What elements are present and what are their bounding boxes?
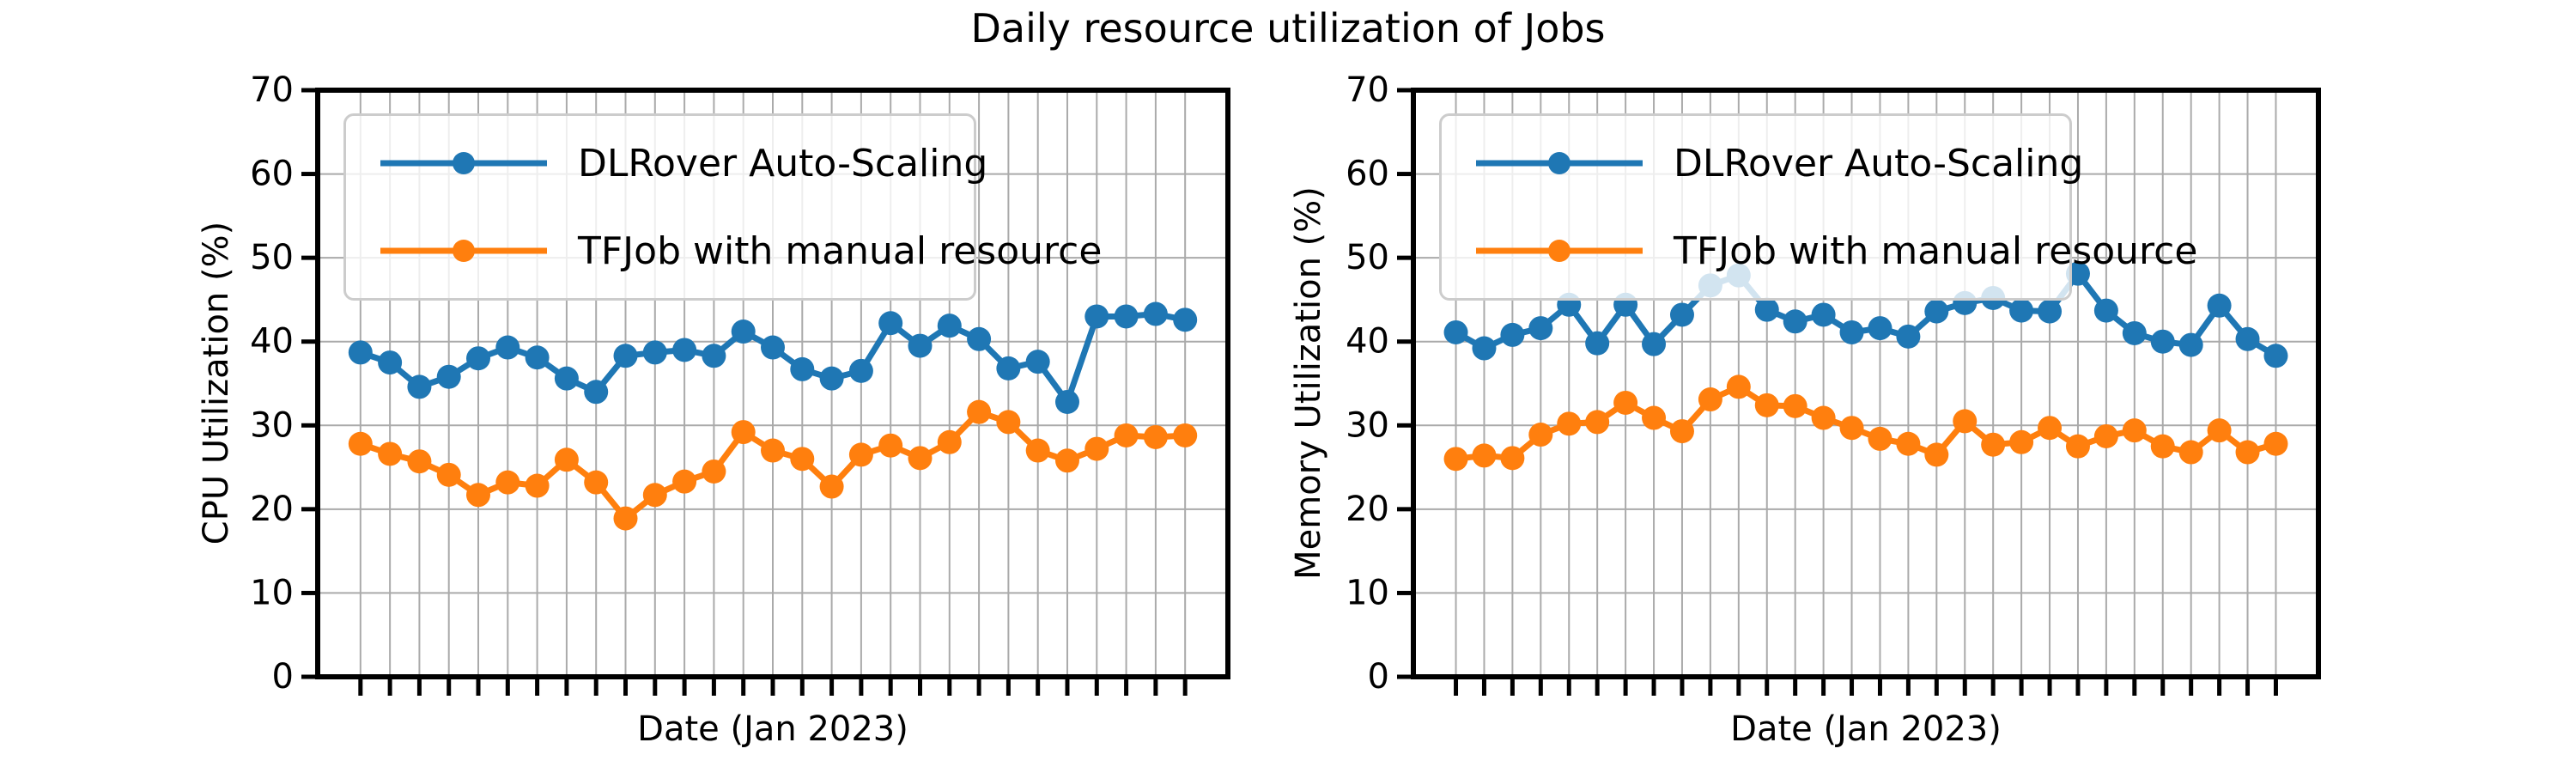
y-tick-label: 50: [250, 238, 294, 277]
y-tick-label: 70: [250, 70, 294, 110]
y-axis-label-memory: Memory Utilization (%): [1289, 186, 1328, 580]
y-tick-label: 40: [250, 322, 294, 362]
y-tick-label: 0: [272, 657, 294, 697]
legend-label: DLRover Auto-Scaling: [578, 141, 988, 186]
legend-sample-line: [380, 152, 547, 174]
legend-sample-line: [1476, 152, 1643, 174]
figure-title: Daily resource utilization of Jobs: [970, 5, 1606, 52]
legend-sample-line: [1476, 240, 1643, 262]
y-tick-label: 60: [250, 155, 294, 194]
legend-left: DLRover Auto-Scaling TFJob with manual r…: [343, 113, 1102, 301]
y-tick-label: 30: [1346, 405, 1389, 445]
legend-label: DLRover Auto-Scaling: [1674, 141, 2084, 186]
y-tick-label: 10: [1346, 573, 1389, 612]
y-tick-label: 40: [1346, 322, 1389, 362]
x-axis-label-left: Date (Jan 2023): [637, 709, 908, 749]
y-tick-label: 50: [1346, 238, 1389, 277]
y-tick-label: 10: [250, 573, 294, 612]
y-tick-label: 60: [1346, 155, 1389, 194]
y-tick-label: 20: [250, 490, 294, 529]
legend-right: DLRover Auto-Scaling TFJob with manual r…: [1439, 113, 2197, 301]
y-axis-label-cpu: CPU Utilization (%): [197, 221, 236, 545]
y-tick-label: 0: [1368, 657, 1389, 697]
legend-label: TFJob with manual resource: [578, 228, 1103, 273]
legend-label: TFJob with manual resource: [1674, 228, 2198, 273]
legend-sample-line: [380, 240, 547, 262]
x-axis-label-right: Date (Jan 2023): [1730, 709, 2002, 749]
legend-item-tfjob: TFJob with manual resource: [374, 213, 1102, 289]
y-tick-label: 70: [1346, 70, 1389, 110]
legend-item-dlrover: DLRover Auto-Scaling: [374, 125, 987, 201]
legend-item-dlrover: DLRover Auto-Scaling: [1469, 125, 2083, 201]
legend-item-tfjob: TFJob with manual resource: [1469, 213, 2197, 289]
y-tick-label: 30: [250, 405, 294, 445]
y-tick-label: 20: [1346, 490, 1389, 529]
